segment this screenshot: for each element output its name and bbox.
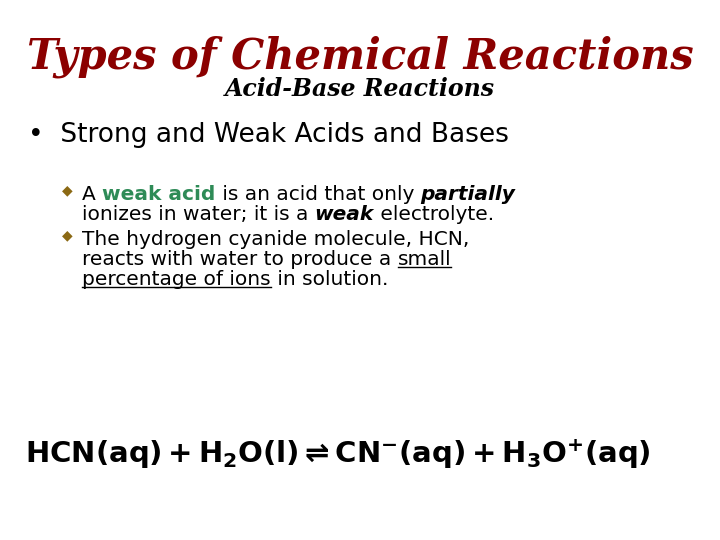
Text: ionizes in water; it is a: ionizes in water; it is a — [82, 205, 315, 224]
Text: ◆: ◆ — [62, 228, 73, 242]
Text: The hydrogen cyanide molecule, HCN,: The hydrogen cyanide molecule, HCN, — [82, 230, 469, 249]
Text: •  Strong and Weak Acids and Bases: • Strong and Weak Acids and Bases — [28, 122, 509, 148]
Text: partially: partially — [420, 185, 515, 204]
Text: weak: weak — [315, 205, 374, 224]
Text: percentage of ions: percentage of ions — [82, 270, 271, 289]
Text: ◆: ◆ — [62, 183, 73, 197]
Text: Acid-Base Reactions: Acid-Base Reactions — [225, 77, 495, 101]
Text: weak acid: weak acid — [102, 185, 215, 204]
Text: is an acid that only: is an acid that only — [215, 185, 420, 204]
Text: A: A — [82, 185, 102, 204]
Text: $\mathbf{HCN(aq)+H_2O(l)\rightleftharpoons CN^{-}(aq)+H_3O^{+}(aq)}$: $\mathbf{HCN(aq)+H_2O(l)\rightleftharpoo… — [25, 437, 651, 471]
Text: in solution.: in solution. — [271, 270, 388, 289]
Text: electrolyte.: electrolyte. — [374, 205, 494, 224]
Text: small: small — [397, 250, 451, 269]
Text: Types of Chemical Reactions: Types of Chemical Reactions — [27, 35, 693, 78]
Text: reacts with water to produce a: reacts with water to produce a — [82, 250, 397, 269]
